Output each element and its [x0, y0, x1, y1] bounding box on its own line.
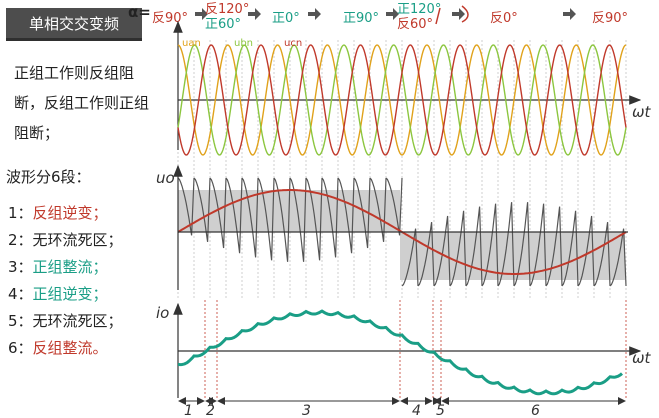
segment-label: 5	[436, 403, 445, 418]
phase-c-label: ucn	[284, 38, 302, 49]
alpha-value: 正0°	[272, 11, 300, 26]
stages-title: 波形分6段：	[6, 168, 91, 186]
segment-label: 1	[184, 403, 193, 418]
uo-label: uo	[156, 169, 175, 187]
title-banner: 单相交交变频	[6, 8, 142, 41]
output-current-panel: io ωt	[156, 302, 652, 398]
phase-a-wave	[177, 44, 627, 156]
stage-item: 4：正组逆变；	[8, 281, 123, 308]
stage-number: 3：	[8, 258, 33, 276]
stage-number: 6：	[8, 339, 33, 357]
alpha-item: 反90°	[592, 11, 628, 26]
segment-label: 3	[302, 403, 311, 418]
phase-b-label: ubn	[234, 38, 253, 49]
alpha-value: 反90°	[592, 11, 628, 26]
alpha-item: 正90°	[343, 11, 379, 26]
alpha-value: 反0°	[490, 11, 518, 26]
stage-number: 5：	[8, 312, 33, 330]
description-text: 正组工作则反组阻断，反组工作则正组阻断；	[14, 64, 150, 142]
stage-text: 无环流死区；	[32, 231, 123, 249]
stage-text: 反组整流。	[32, 339, 108, 357]
alpha-value: 反90°	[152, 11, 188, 26]
phase-c-wave	[177, 44, 627, 156]
alpha-label: α=	[128, 3, 151, 21]
stage-item: 5：无环流死区；	[8, 308, 123, 335]
right-arrow-icon	[248, 8, 261, 20]
alpha-value: 正120°	[397, 2, 441, 17]
segment-label: 2	[206, 403, 215, 418]
alpha-value: 正60°	[205, 17, 241, 32]
right-arrow-icon	[563, 8, 576, 20]
omega-t-label: ωt	[632, 349, 652, 367]
io-label: io	[156, 304, 169, 322]
omega-t-label: ωt	[632, 103, 652, 121]
stage-text: 正组整流；	[32, 258, 108, 276]
alpha-value: 反120°	[205, 2, 249, 17]
stage-number: 2：	[8, 231, 33, 249]
stage-item: 2：无环流死区；	[8, 227, 123, 254]
stage-item: 1：反组逆变；	[8, 200, 123, 227]
alpha-item: 反120°正60°	[205, 2, 249, 32]
chopped-voltage-wave	[177, 177, 627, 287]
alpha-item: 正0°	[272, 11, 300, 26]
stage-number: 1：	[8, 204, 33, 222]
title-text: 单相交交变频	[28, 14, 119, 33]
alpha-item: 正120°反60°	[397, 2, 441, 32]
handwritten-annotation	[435, 5, 469, 25]
stage-number: 4：	[8, 285, 33, 303]
source-voltage-panel: uan ubn ucn ωt	[173, 20, 652, 156]
alpha-sequence: 反90° 反120°正60° 正0° 正90° 正120°反60° 反0° 反90°	[152, 2, 628, 32]
phase-a-label: uan	[182, 38, 201, 49]
stage-item: 6：反组整流。	[8, 335, 123, 362]
segment-label: 6	[531, 403, 540, 418]
right-arrow-icon	[195, 8, 208, 20]
segment-label: 4	[412, 403, 421, 418]
right-arrow-icon	[452, 8, 465, 20]
current-wave	[178, 309, 624, 396]
stage-text: 无环流死区；	[32, 312, 123, 330]
stage-text: 反组逆变；	[32, 204, 108, 222]
stage-list: 1：反组逆变； 2：无环流死区； 3：正组整流； 4：正组逆变； 5：无环流死区…	[8, 200, 123, 362]
stage-item: 3：正组整流；	[8, 254, 123, 281]
alpha-item: 反90°	[152, 11, 188, 26]
right-arrow-icon	[386, 8, 399, 20]
right-arrow-icon	[308, 8, 321, 20]
stage-text: 正组逆变；	[32, 285, 108, 303]
segment-markers: 1 2 3 4 5 6	[178, 397, 626, 418]
alpha-value: 反60°	[397, 17, 433, 32]
alpha-item: 反0°	[490, 11, 518, 26]
output-voltage-panel: uo	[156, 164, 628, 290]
alpha-value: 正90°	[343, 11, 379, 26]
